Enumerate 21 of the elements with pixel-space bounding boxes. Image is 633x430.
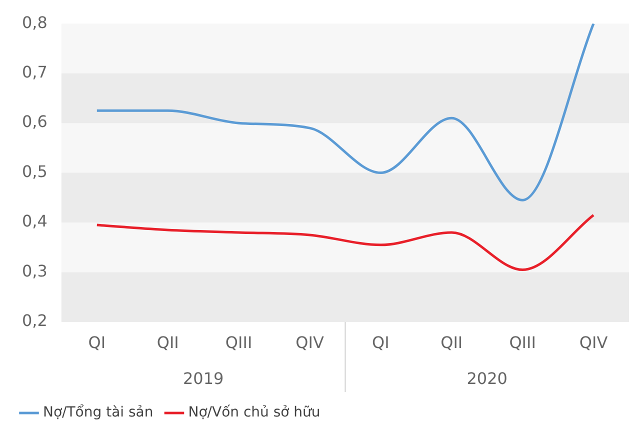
- x-tick-label: QI: [372, 332, 390, 352]
- y-tick-label: 0,4: [22, 212, 48, 231]
- y-tick-label: 0,2: [22, 311, 48, 330]
- x-tick-label: QI: [88, 332, 106, 352]
- x-tick-label: QIII: [509, 332, 536, 352]
- text: 2020: [466, 369, 508, 388]
- line-series: [96, 214, 595, 272]
- x-tick-label: QIV: [296, 332, 324, 352]
- x-tick-label: QII: [440, 332, 463, 352]
- y-tick-label: 0,7: [22, 62, 48, 82]
- x-tick-label: QII: [156, 332, 179, 352]
- x-tick-label: QIV: [579, 332, 608, 352]
- y-tick-label: 0,5: [22, 162, 48, 181]
- x-tick-label: QIII: [225, 332, 252, 352]
- legend-label: Nợ/Vốn chủ sở hữu: [188, 404, 320, 421]
- line-series: [96, 24, 595, 202]
- y-tick-label: 0,3: [22, 261, 48, 280]
- text: 2019: [182, 369, 224, 388]
- y-tick-label: 0,6: [22, 112, 48, 132]
- y-tick-label: 0,8: [22, 12, 48, 32]
- legend-label: Nợ/Tổng tài sản: [43, 404, 154, 421]
